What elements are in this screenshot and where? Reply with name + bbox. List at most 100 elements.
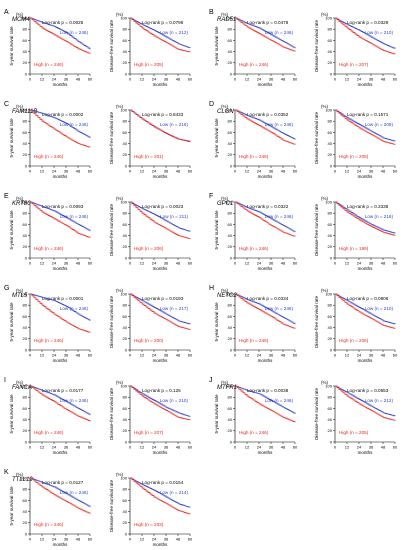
x-tick-label: 48 <box>381 445 386 450</box>
y-tick-label: 100 <box>225 107 232 112</box>
high-series-line <box>30 17 91 54</box>
y-tick-label: 20 <box>123 60 128 65</box>
high-series-line <box>130 477 191 515</box>
high-series-line <box>130 201 191 239</box>
y-tick-label: 80 <box>328 119 333 124</box>
x-tick-label: 12 <box>40 537 45 542</box>
x-axis-label: months <box>153 542 169 547</box>
y-tick-label: 100 <box>225 15 232 20</box>
y-tick-label: 20 <box>328 336 333 341</box>
x-tick-label: 60 <box>393 261 398 266</box>
x-tick-label: 12 <box>245 77 250 82</box>
x-tick-label: 0 <box>129 353 132 358</box>
y-tick-label: 80 <box>123 119 128 124</box>
x-tick-label: 48 <box>76 445 81 450</box>
y-tick-label: 100 <box>20 383 27 388</box>
y-tick-label: 40 <box>328 325 333 330</box>
x-tick-label: 0 <box>129 537 132 542</box>
high-series-label: High (n = 246) <box>34 338 64 343</box>
low-series-line <box>235 109 296 140</box>
y-tick-label: 40 <box>228 233 233 238</box>
gene-name: GPC1 <box>217 201 233 207</box>
x-tick-label: 36 <box>369 353 374 358</box>
x-tick-label: 36 <box>164 77 169 82</box>
y-tick-label: 40 <box>123 417 128 422</box>
y-tick-label: 20 <box>328 428 333 433</box>
y-tick-label: 60 <box>228 130 233 135</box>
x-tick-label: 12 <box>40 261 45 266</box>
km-panel-fam111b-os: 0 20 40 60 80 100 0 12 24 36 48 60 months (%) 5-year s… <box>9 104 93 179</box>
x-tick-label: 36 <box>269 261 274 266</box>
high-series-line <box>130 385 191 421</box>
y-tick-label: 20 <box>123 520 128 525</box>
low-series-line <box>30 17 91 50</box>
x-tick-label: 24 <box>52 77 57 82</box>
low-series-label: Low (n = 246) <box>60 306 89 311</box>
high-series-line <box>235 201 296 237</box>
y-tick-label: 40 <box>23 141 28 146</box>
low-series-label: Low (n = 246) <box>60 490 89 495</box>
km-panel-mtfr1-os: 0 20 40 60 80 100 0 12 24 36 48 60 months (%) 5-year s… <box>214 380 298 455</box>
low-series-line <box>130 201 191 232</box>
low-series-label: Low (n = 211) <box>160 214 188 219</box>
km-panel-fanca-dfs: 0 20 40 60 80 100 0 12 24 36 48 60 months (%)Disease-… <box>109 380 193 455</box>
km-panel-neto2-os: 0 20 40 60 80 100 0 12 24 36 48 60 months (%) 5-year s… <box>214 288 298 363</box>
high-series-label: High (n = 246) <box>34 522 64 527</box>
y-tick-label: 100 <box>120 107 127 112</box>
x-axis-label: months <box>358 450 374 455</box>
gene-name: CLGN <box>217 109 234 115</box>
km-panel-rad51-os: 0 20 40 60 80 100 0 12 24 36 48 60 months (%) 5-year s… <box>214 12 298 87</box>
y-tick-label: 20 <box>228 60 233 65</box>
y-axis-label: Disease-free survival rate <box>314 388 319 441</box>
y-tick-label: 0 <box>25 255 28 260</box>
x-tick-label: 24 <box>357 261 362 266</box>
logrank-label: Log-rank p = 0.0093 <box>42 204 84 209</box>
x-axis-label: months <box>153 358 169 363</box>
y-axis-unit: (%) <box>321 380 328 385</box>
x-tick-label: 60 <box>393 353 398 358</box>
x-tick-label: 24 <box>357 445 362 450</box>
y-tick-label: 20 <box>123 336 128 341</box>
y-axis-label: 5-year survival rate <box>214 118 219 158</box>
y-tick-label: 20 <box>228 336 233 341</box>
high-series-line <box>235 109 296 145</box>
y-tick-label: 80 <box>328 303 333 308</box>
y-tick-label: 40 <box>123 141 128 146</box>
y-tick-label: 20 <box>328 60 333 65</box>
x-tick-label: 36 <box>369 169 374 174</box>
x-tick-label: 24 <box>152 169 157 174</box>
y-axis-unit: (%) <box>16 196 23 201</box>
low-series-line <box>335 293 396 325</box>
y-axis-unit: (%) <box>16 104 23 109</box>
gene-name: FANCA <box>12 385 32 391</box>
y-axis-unit: (%) <box>116 288 123 293</box>
y-tick-label: 80 <box>23 303 28 308</box>
y-tick-label: 0 <box>125 71 128 76</box>
high-series-line <box>335 293 396 329</box>
x-tick-label: 12 <box>140 353 145 358</box>
x-tick-label: 36 <box>64 537 69 542</box>
y-tick-label: 80 <box>228 395 233 400</box>
x-tick-label: 24 <box>52 445 57 450</box>
x-tick-label: 0 <box>29 169 32 174</box>
y-tick-label: 60 <box>23 314 28 319</box>
y-tick-label: 100 <box>20 199 27 204</box>
high-series-label: High (n = 205) <box>339 430 369 435</box>
x-tick-label: 12 <box>245 169 250 174</box>
y-tick-label: 100 <box>120 199 127 204</box>
y-axis-unit: (%) <box>116 196 123 201</box>
y-tick-label: 20 <box>23 336 28 341</box>
km-panel-mcm4-dfs: 0 20 40 60 80 100 0 12 24 36 48 60 months (%)Disease-… <box>109 12 193 87</box>
y-axis-label: 5-year survival rate <box>214 394 219 434</box>
y-tick-label: 0 <box>230 163 233 168</box>
x-tick-label: 36 <box>64 445 69 450</box>
y-tick-label: 100 <box>325 291 332 296</box>
x-tick-label: 0 <box>334 445 337 450</box>
panel-letter: I <box>4 377 6 384</box>
x-tick-label: 0 <box>29 445 32 450</box>
high-series-line <box>335 109 396 145</box>
x-tick-label: 48 <box>381 261 386 266</box>
high-series-line <box>335 385 396 421</box>
y-tick-label: 60 <box>23 130 28 135</box>
low-series-label: Low (n = 246) <box>265 214 294 219</box>
